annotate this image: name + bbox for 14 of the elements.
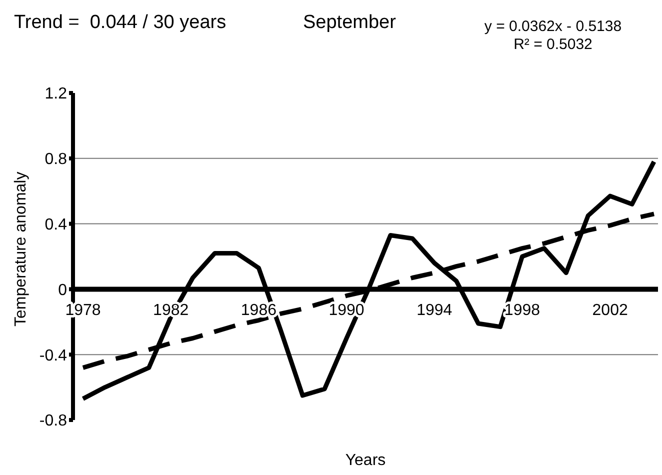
- x-tick-label: 1994: [416, 302, 452, 320]
- chart-title: Trend = 0.044 / 30 years: [14, 12, 226, 34]
- y-tick-label: -0.4: [39, 347, 68, 364]
- y-axis-title: Temperature anomaly: [12, 172, 30, 326]
- text: y = 0.0362x - 0.5138: [483, 18, 623, 36]
- x-tick-label: 2002: [592, 302, 628, 320]
- y-tick-label: 0.4: [44, 216, 68, 234]
- y-tick-label: -0.8: [39, 412, 68, 430]
- x-axis-title: Years: [345, 452, 386, 469]
- chart-subtitle: September: [303, 12, 396, 34]
- y-tick-label: 0: [58, 282, 68, 299]
- y-tick-label: 0.8: [44, 151, 68, 168]
- text: R² = 0.5032: [512, 36, 594, 54]
- y-tick-label: 1.2: [44, 86, 68, 103]
